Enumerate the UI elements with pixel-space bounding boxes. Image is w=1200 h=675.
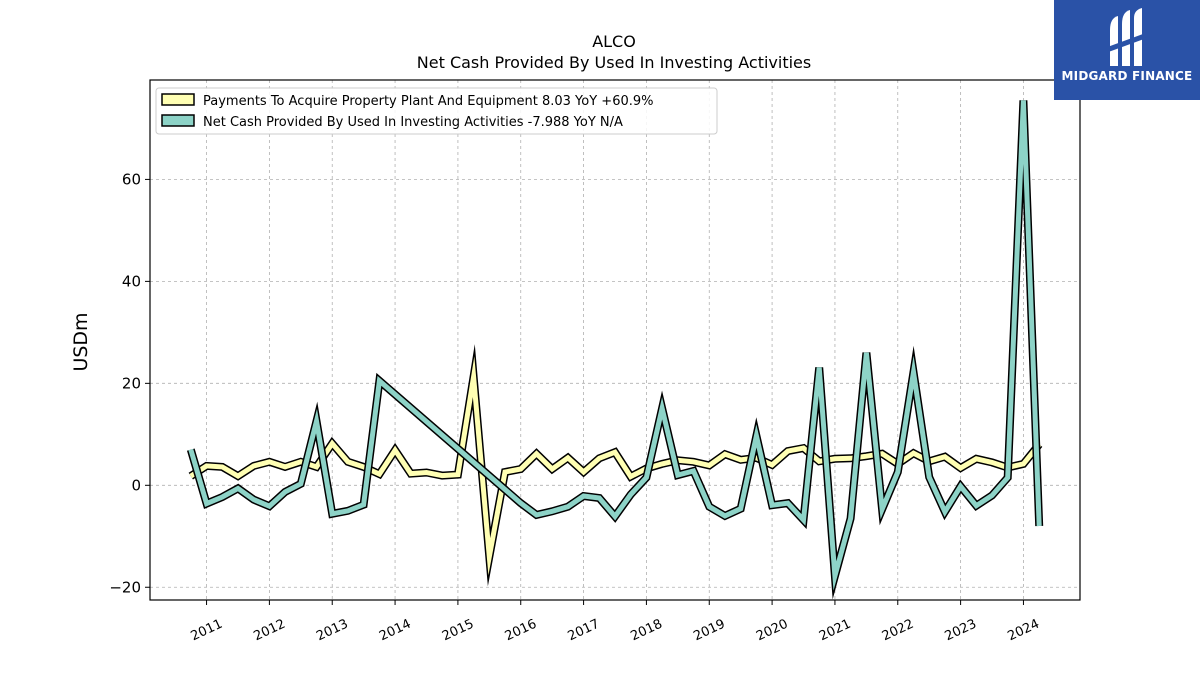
x-tick-label: 2013 [314,617,350,645]
x-tick-label: 2012 [251,617,287,645]
chart-subtitle: Net Cash Provided By Used In Investing A… [417,53,811,72]
logo-mark-icon [1108,8,1146,66]
y-tick-label: 20 [122,374,141,392]
y-tick-label: −20 [109,578,141,596]
plot-frame [149,79,1081,601]
y-tick-label: 60 [122,170,141,188]
legend-box [155,87,718,135]
x-axis: 2011 2012 2013 2014 2015 2016 2017 2018 2019 2020… [189,600,1042,644]
logo-name: MIDGARD FINANCE [1061,69,1193,83]
x-tick-label: 2019 [691,617,727,645]
chart-title: ALCO [592,32,636,51]
legend-label-2: Net Cash Provided By Used In Investing A… [203,115,623,130]
y-tick-label: 0 [131,476,141,494]
y-axis: −20 0 20 40 60 [109,170,150,596]
legend-swatch-2 [161,114,195,127]
x-tick-label: 2011 [189,617,225,645]
x-tick-label: 2014 [377,617,413,645]
y-axis-label: USDm [70,312,92,371]
x-tick-label: 2021 [817,617,853,645]
series-outline-2 [186,100,1044,600]
x-tick-label: 2017 [566,617,602,645]
legend: Payments To Acquire Property Plant And E… [155,87,718,135]
x-tick-label: 2015 [440,617,476,645]
series-line-2 [188,100,1042,591]
brand-logo: MIDGARD FINANCE [1054,0,1200,100]
x-tick-label: 2016 [503,617,539,645]
legend-swatch-1 [161,93,195,106]
x-tick-label: 2024 [1005,617,1041,645]
x-tick-label: 2020 [754,617,790,645]
x-tick-label: 2023 [943,617,979,645]
x-tick-label: 2022 [880,617,916,645]
legend-label-1: Payments To Acquire Property Plant And E… [203,94,654,109]
y-tick-label: 40 [122,272,141,290]
grid [150,80,1080,600]
series-layer [186,100,1044,600]
x-tick-label: 2018 [628,617,664,645]
